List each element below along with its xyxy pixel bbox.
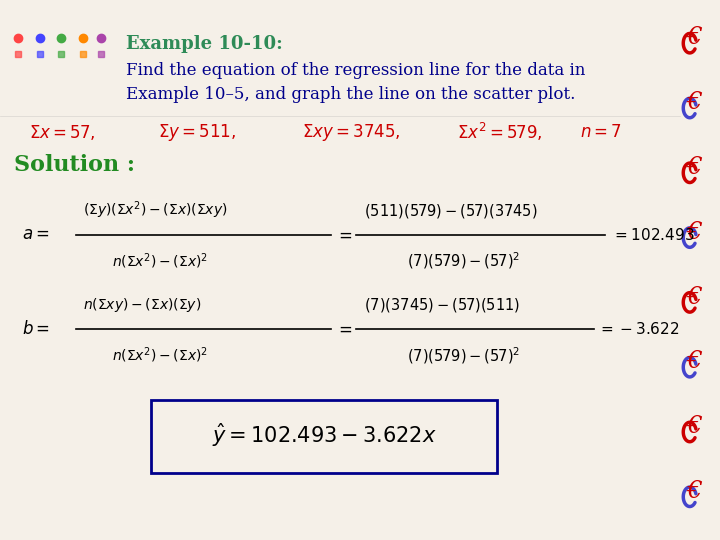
Text: $\Sigma x^2 = 579,$: $\Sigma x^2 = 579,$ xyxy=(457,122,543,143)
Text: $n(\Sigma x^2)-(\Sigma x)^2$: $n(\Sigma x^2)-(\Sigma x)^2$ xyxy=(112,346,207,365)
Text: Example 10-10:: Example 10-10: xyxy=(126,35,283,53)
Text: €: € xyxy=(687,350,703,373)
Text: $(7)(579) - (57)^2$: $(7)(579) - (57)^2$ xyxy=(407,251,520,271)
Text: €: € xyxy=(687,480,703,503)
Text: €: € xyxy=(687,156,703,179)
Text: $\Sigma y = 511,$: $\Sigma y = 511,$ xyxy=(158,122,237,143)
Text: €: € xyxy=(687,286,703,308)
Text: $(\Sigma y)(\Sigma x^2)-(\Sigma x)(\Sigma xy)$: $(\Sigma y)(\Sigma x^2)-(\Sigma x)(\Sigm… xyxy=(83,200,228,221)
Text: Solution :: Solution : xyxy=(14,154,135,176)
Text: $n = 7$: $n = 7$ xyxy=(580,124,621,141)
Text: $a =$: $a =$ xyxy=(22,226,49,244)
Text: $n(\Sigma x^2)-(\Sigma x)^2$: $n(\Sigma x^2)-(\Sigma x)^2$ xyxy=(112,251,207,271)
FancyBboxPatch shape xyxy=(151,400,497,472)
Text: $(511)(579) - (57)(3745)$: $(511)(579) - (57)(3745)$ xyxy=(364,201,537,220)
Text: $=$: $=$ xyxy=(335,321,352,338)
Text: $b =$: $b =$ xyxy=(22,320,50,339)
Text: $\Sigma x = 57,$: $\Sigma x = 57,$ xyxy=(29,123,95,142)
Text: €: € xyxy=(687,26,703,49)
Text: €: € xyxy=(687,221,703,244)
Text: Example 10–5, and graph the line on the scatter plot.: Example 10–5, and graph the line on the … xyxy=(126,86,575,103)
Text: $=$: $=$ xyxy=(335,226,352,244)
Text: Find the equation of the regression line for the data in: Find the equation of the regression line… xyxy=(126,62,585,79)
FancyBboxPatch shape xyxy=(4,5,122,76)
Text: $= -3.622$: $= -3.622$ xyxy=(598,321,679,338)
Text: $n(\Sigma xy)-(\Sigma x)(\Sigma y)$: $n(\Sigma xy)-(\Sigma x)(\Sigma y)$ xyxy=(83,296,201,314)
Text: $= 102.493$: $= 102.493$ xyxy=(612,227,695,243)
Text: €: € xyxy=(687,91,703,114)
Text: $(7)(3745) - (57)(511)$: $(7)(3745) - (57)(511)$ xyxy=(364,296,520,314)
Text: €: € xyxy=(687,415,703,438)
Text: $\hat{y} = 102.493 - 3.622x$: $\hat{y} = 102.493 - 3.622x$ xyxy=(212,421,436,449)
Text: $\Sigma xy = 3745,$: $\Sigma xy = 3745,$ xyxy=(302,122,401,143)
Text: $(7)(579) - (57)^2$: $(7)(579) - (57)^2$ xyxy=(407,345,520,366)
